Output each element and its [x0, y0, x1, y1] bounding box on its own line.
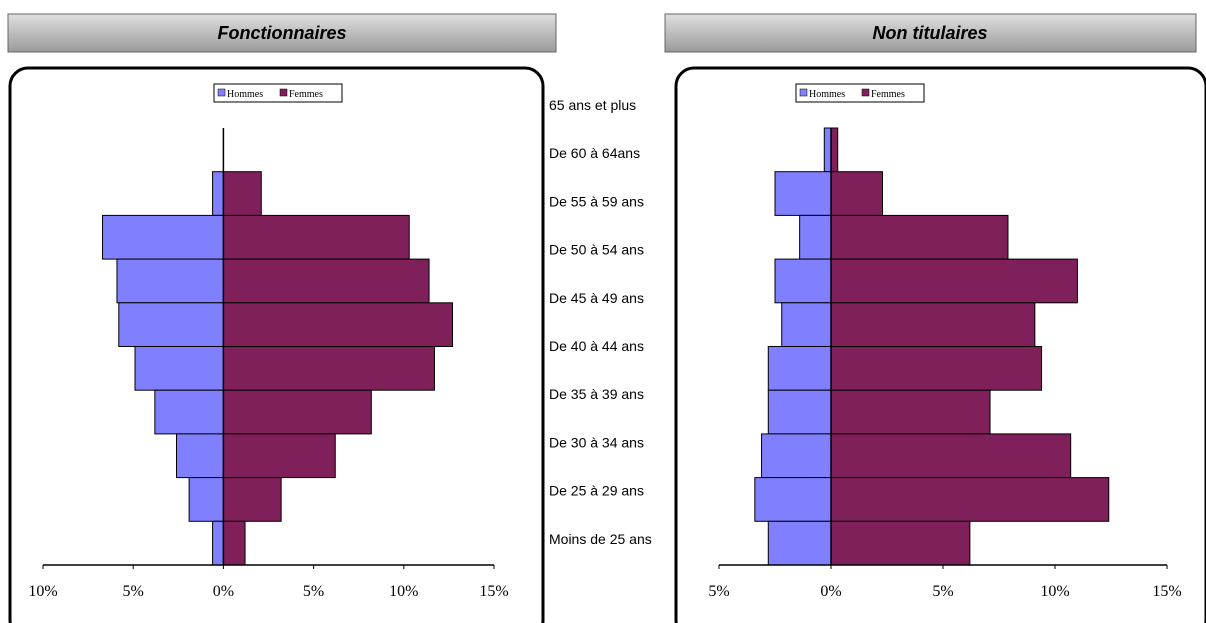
- bar: [212, 171, 224, 216]
- bar: [222, 520, 246, 566]
- category-label: 65 ans et plus: [549, 97, 636, 113]
- bar: [118, 302, 224, 347]
- bar: [830, 127, 839, 173]
- bar: [830, 346, 1043, 391]
- legend-box: [795, 83, 925, 103]
- panel-title: Non titulaires: [872, 23, 987, 43]
- bar: [222, 302, 454, 347]
- bar: [830, 477, 1110, 522]
- x-tick-label: 5%: [932, 583, 953, 600]
- x-tick-label: 0%: [213, 583, 234, 600]
- x-tick-label: 10%: [389, 583, 418, 600]
- bar: [830, 258, 1078, 304]
- category-label: De 50 à 54 ans: [549, 242, 644, 258]
- x-tick-label: 5%: [123, 583, 144, 600]
- bar: [134, 346, 224, 391]
- bar: [188, 477, 224, 522]
- x-tick-label: 0%: [820, 583, 841, 600]
- legend-swatch: [799, 88, 808, 97]
- category-label: De 40 à 44 ans: [549, 338, 644, 354]
- bar: [774, 171, 832, 216]
- x-tick-label: 5%: [708, 583, 729, 600]
- bar: [222, 389, 372, 435]
- bar: [222, 477, 282, 522]
- legend-label: Femmes: [289, 89, 323, 100]
- panel-title: Fonctionnaires: [217, 23, 346, 43]
- legend-label: Hommes: [227, 89, 263, 100]
- legend-swatch: [861, 88, 870, 97]
- bar: [823, 127, 832, 173]
- x-tick-label: 5%: [303, 583, 324, 600]
- bar: [767, 389, 832, 435]
- category-label: De 25 à 29 ans: [549, 483, 644, 499]
- bar: [781, 302, 832, 347]
- category-label: De 60 à 64ans: [549, 145, 640, 161]
- bar: [116, 258, 224, 304]
- bar: [102, 214, 224, 260]
- category-label: De 30 à 34 ans: [549, 434, 644, 450]
- bar: [754, 477, 832, 522]
- category-label: De 35 à 39 ans: [549, 386, 644, 402]
- bar: [222, 258, 430, 304]
- x-tick-label: 10%: [1040, 583, 1069, 600]
- x-tick-label: 15%: [479, 583, 508, 600]
- legend-label: Femmes: [871, 89, 905, 100]
- category-label: De 45 à 49 ans: [549, 290, 644, 306]
- x-tick-label: 15%: [1152, 583, 1181, 600]
- category-label: Moins de 25 ans: [549, 531, 652, 547]
- bar: [830, 433, 1072, 479]
- bar: [799, 214, 832, 260]
- bar: [222, 433, 336, 479]
- legend-swatch: [279, 88, 288, 97]
- bar: [830, 171, 884, 216]
- legend-label: Hommes: [809, 89, 845, 100]
- bar: [761, 433, 832, 479]
- bar: [154, 389, 224, 435]
- legend-swatch: [217, 88, 226, 97]
- legend-box: [213, 83, 343, 103]
- bar: [767, 346, 832, 391]
- bar: [222, 346, 435, 391]
- bar: [212, 520, 224, 566]
- bar: [175, 433, 224, 479]
- bar: [830, 214, 1009, 260]
- bar: [222, 214, 410, 260]
- category-label: De 55 à 59 ans: [549, 193, 644, 209]
- bar: [222, 171, 262, 216]
- bar: [830, 302, 1036, 347]
- header-bar: [7, 13, 557, 53]
- x-tick-label: 10%: [28, 583, 57, 600]
- bar: [830, 520, 971, 566]
- bar: [774, 258, 832, 304]
- bar: [767, 520, 832, 566]
- bar: [830, 389, 991, 435]
- header-bar: [664, 13, 1197, 53]
